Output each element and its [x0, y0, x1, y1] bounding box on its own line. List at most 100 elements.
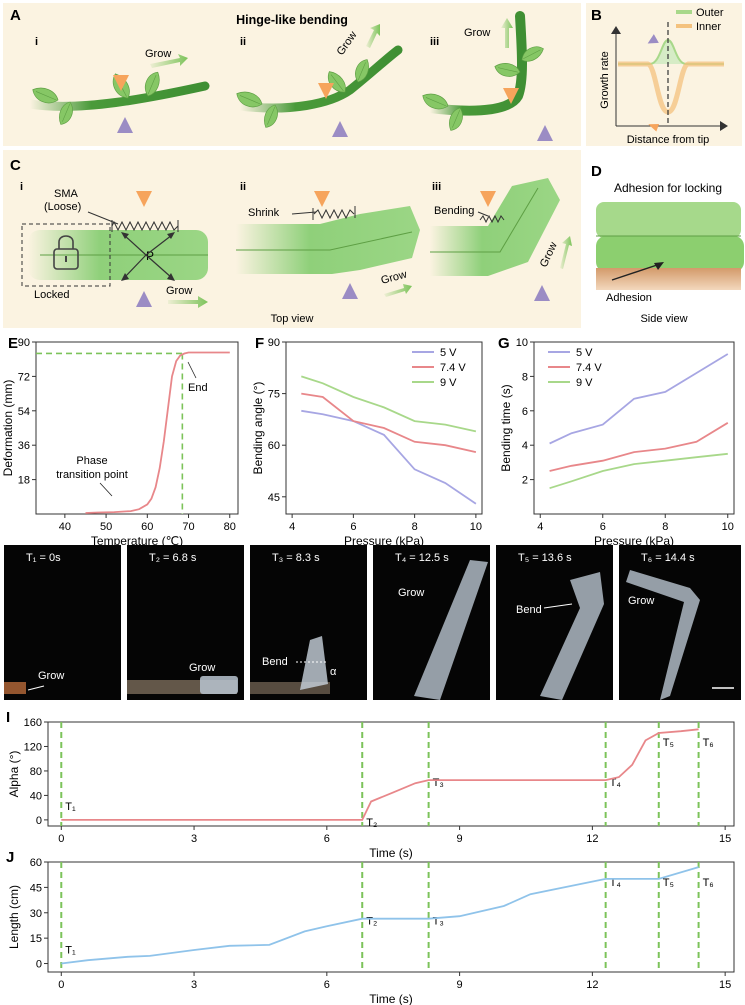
y-tick-label: 2 — [522, 475, 528, 487]
panel-f: F 4 6 8 10 45 60 75 90 Pressure (kPa) Bending ang… — [251, 335, 483, 548]
x-tick-label: 6 — [324, 979, 330, 991]
frame-6-grow: Grow — [628, 595, 654, 607]
grow-arrow-icon — [150, 54, 188, 68]
robot-bending: Bending Grow — [430, 178, 572, 301]
panel-e: E 40 50 60 70 80 18 36 54 72 90 Temperature (℃) Def… — [1, 335, 239, 548]
y-tick-label: 54 — [18, 406, 30, 418]
time-marker-label: T₅ — [663, 877, 674, 889]
y-tick-label: 160 — [24, 717, 42, 729]
grow-arrow-icon — [560, 236, 572, 269]
frame-1-time: T₁ = 0s — [26, 552, 61, 564]
panel-a-title: Hinge-like bending — [236, 13, 348, 27]
phase-label-1: Phase — [76, 455, 107, 467]
length-time-chart: 0 3 6 9 12 15 0 15 30 45 60 Time (s) Length (cm) T₁ T₂… — [7, 857, 735, 1005]
y-tick-label: 45 — [268, 492, 280, 504]
bending-time-chart: 4 6 8 10 2 4 6 8 10 Pressure (kPa) Bending time (s… — [499, 337, 735, 548]
time-marker-label: T₁ — [65, 945, 76, 957]
y-tick-label: 90 — [18, 337, 30, 349]
panel-a-letter: A — [10, 7, 21, 24]
x-tick-label: 80 — [224, 521, 236, 533]
frame-6: T₆ = 14.4 s Grow — [619, 545, 741, 700]
frame-5-time: T₅ = 13.6 s — [518, 552, 572, 564]
x-tick-label: 6 — [600, 521, 606, 533]
frame-5-bend: Bend — [516, 604, 542, 616]
y-tick-label: 40 — [30, 790, 42, 802]
frame-4-time: T₄ = 12.5 s — [395, 552, 449, 564]
frame-3-bend: Bend — [262, 656, 288, 668]
series-line-7.4V — [301, 392, 477, 453]
y-tick-label: 75 — [268, 389, 280, 401]
legend-label: 7.4 V — [576, 362, 602, 374]
x-tick-label: 40 — [59, 521, 71, 533]
panel-j: J 0 3 6 9 12 15 0 15 30 45 60 Time (s) Length (cm) T₁… — [6, 849, 735, 1005]
legend-inner: Inner — [696, 21, 721, 33]
locked-label: Locked — [34, 289, 69, 301]
time-marker-label: T₆ — [703, 877, 714, 889]
panel-b-background — [586, 3, 742, 146]
x-tick-label: 70 — [182, 521, 194, 533]
frame-6-time: T₆ = 14.4 s — [641, 552, 695, 564]
series-line-5V — [301, 409, 477, 505]
side-view-label: Side view — [640, 313, 687, 325]
frame-3: T₃ = 8.3 s Bend α — [250, 545, 367, 700]
frame-2: T₂ = 6.8 s Grow — [127, 545, 244, 700]
y-tick-label: 18 — [18, 475, 30, 487]
frame-1-grow: Grow — [38, 670, 64, 682]
legend-label: 9 V — [440, 377, 457, 389]
plot-frame — [47, 861, 735, 973]
panel-b-xlabel: Distance from tip — [627, 134, 710, 146]
y-tick-label: 120 — [24, 741, 42, 753]
lock-icon — [53, 248, 79, 270]
panel-a: A Hinge-like bending i ii iii Grow Grow — [3, 3, 581, 146]
x-tick-label: 10 — [722, 521, 734, 533]
y-tick-label: 36 — [18, 440, 30, 452]
panel-b-letter: B — [591, 7, 602, 24]
end-label: End — [188, 382, 208, 394]
y-tick-label: 45 — [30, 882, 42, 894]
panel-c-sub-iii: iii — [432, 181, 441, 193]
frame-1: T₁ = 0s Grow — [4, 545, 121, 700]
time-marker-label: T₄ — [610, 777, 622, 789]
x-axis-label: Pressure (kPa) — [594, 534, 674, 548]
series-line-9V — [301, 375, 477, 433]
grow-label-c-i: Grow — [166, 285, 192, 297]
panel-c: C i ii iii P — [3, 150, 581, 328]
panel-f-letter: F — [255, 335, 264, 352]
legend-label: 5 V — [440, 347, 457, 359]
bending-angle-chart: 4 6 8 10 45 60 75 90 Pressure (kPa) Bending angle… — [251, 337, 483, 548]
phase-label-2: transition point — [56, 469, 128, 481]
panel-a-sub-iii: iii — [430, 36, 439, 48]
panel-c-letter: C — [10, 157, 21, 174]
time-marker-label: T₅ — [663, 737, 674, 749]
series-line-J — [61, 866, 699, 965]
plot-frame — [533, 341, 735, 515]
top-view-label: Top view — [271, 313, 314, 325]
panel-g-letter: G — [498, 335, 510, 352]
grow-arrow-icon — [366, 24, 380, 48]
bending-label: Bending — [434, 205, 474, 217]
grow-arrow-icon — [384, 284, 412, 297]
x-tick-label: 4 — [289, 521, 295, 533]
grow-arrow-icon — [168, 296, 208, 308]
panel-d-title: Adhesion for locking — [614, 181, 722, 195]
x-tick-label: 15 — [719, 833, 731, 845]
plant-stem-straight: Grow — [25, 48, 210, 133]
y-tick-label: 0 — [36, 959, 42, 971]
x-tick-label: 0 — [58, 979, 64, 991]
legend-label: 9 V — [576, 377, 593, 389]
x-tick-label: 3 — [191, 833, 197, 845]
y-tick-label: 0 — [36, 815, 42, 827]
time-marker-label: T₂ — [366, 817, 377, 829]
frame-5: T₅ = 13.6 s Bend — [496, 545, 613, 700]
x-tick-label: 12 — [586, 833, 598, 845]
alpha-time-chart: 0 3 6 9 12 15 0 40 80 120 160 Time (s) Alpha (°) T₁ T₂… — [7, 717, 735, 860]
y-axis-label: Length (cm) — [7, 885, 21, 949]
grow-arrow-icon — [501, 18, 513, 48]
y-tick-label: 60 — [268, 440, 280, 452]
panel-j-letter: J — [6, 849, 14, 866]
legend-label: 7.4 V — [440, 362, 466, 374]
x-axis-label: Temperature (℃) — [91, 534, 183, 548]
panel-e-letter: E — [8, 335, 18, 352]
panel-b: B Growth rate Distance from tip Outer In… — [586, 3, 742, 146]
panel-a-sub-ii: ii — [240, 36, 246, 48]
